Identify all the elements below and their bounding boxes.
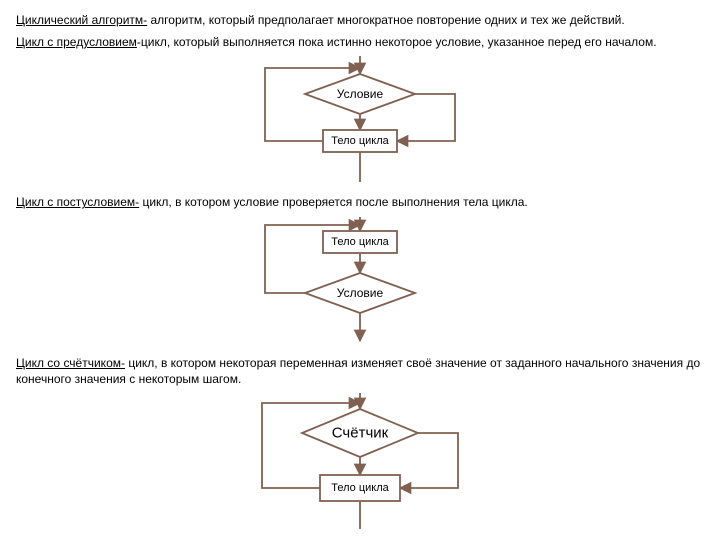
def-precond-text: -цикл, который выполняется пока истинно … bbox=[137, 35, 657, 49]
svg-text:Тело цикла: Тело цикла bbox=[331, 135, 389, 147]
def-postcond-text: цикл, в котором условие проверяется посл… bbox=[139, 195, 528, 209]
svg-text:Условие: Условие bbox=[337, 87, 384, 101]
diagram-postcondition: Тело цикла Условие bbox=[210, 217, 510, 347]
def-counter-title: Цикл со счётчиком- bbox=[16, 356, 125, 370]
def-postcond: Цикл с постусловием- цикл, в котором усл… bbox=[16, 194, 704, 210]
def-cyclic-text: алгоритм, который предполагает многократ… bbox=[147, 13, 625, 27]
def-precond: Цикл с предусловием-цикл, который выполн… bbox=[16, 34, 704, 50]
diagram-counter: Счётчик Тело цикла bbox=[210, 393, 510, 533]
svg-text:Тело цикла: Тело цикла bbox=[331, 482, 389, 494]
svg-text:Счётчик: Счётчик bbox=[332, 424, 389, 441]
diagram-precondition: Условие Тело цикла bbox=[210, 56, 510, 186]
def-precond-title: Цикл с предусловием bbox=[16, 35, 137, 49]
def-cyclic: Циклический алгоритм- алгоритм, который … bbox=[16, 12, 704, 28]
def-counter: Цикл со счётчиком- цикл, в котором некот… bbox=[16, 355, 704, 387]
def-cyclic-title: Циклический алгоритм- bbox=[16, 13, 147, 27]
svg-text:Тело цикла: Тело цикла bbox=[331, 236, 389, 248]
def-postcond-title: Цикл с постусловием- bbox=[16, 195, 139, 209]
svg-text:Условие: Условие bbox=[337, 286, 384, 300]
